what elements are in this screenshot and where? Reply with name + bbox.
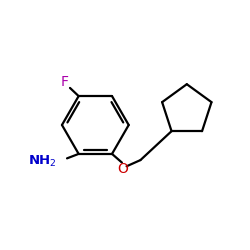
Text: O: O — [118, 162, 128, 176]
Text: NH$_2$: NH$_2$ — [28, 154, 56, 169]
Text: F: F — [61, 76, 69, 90]
